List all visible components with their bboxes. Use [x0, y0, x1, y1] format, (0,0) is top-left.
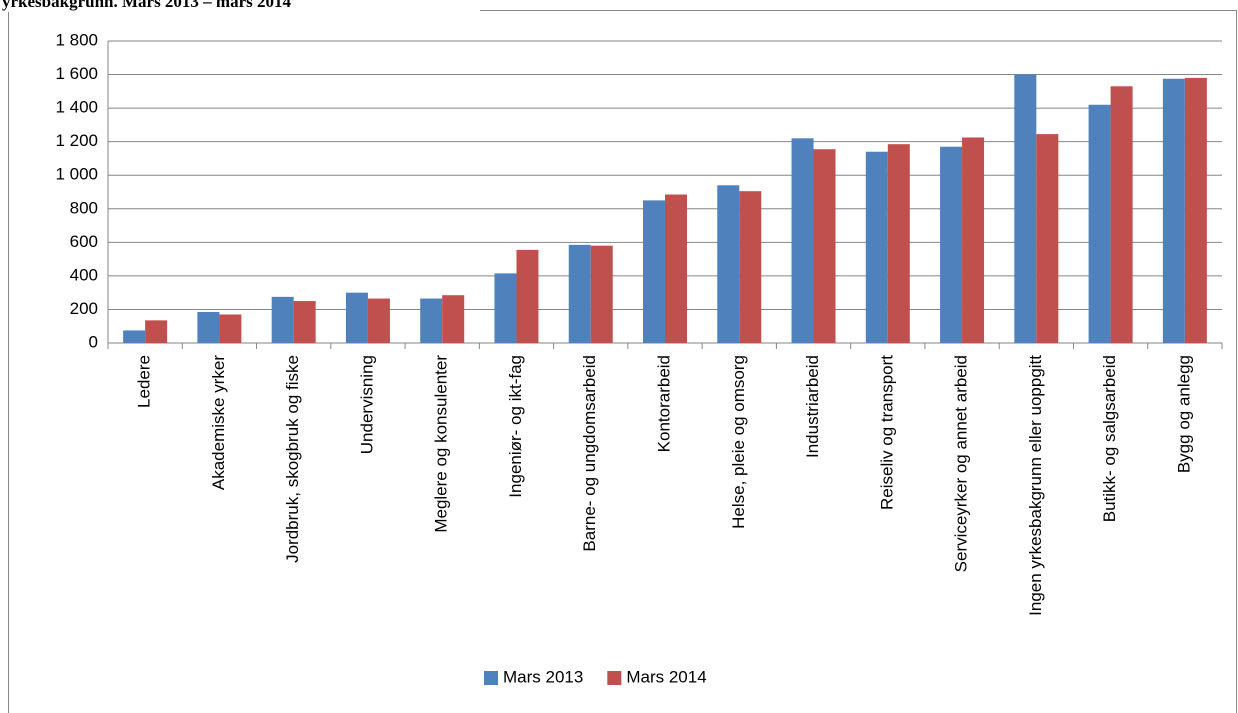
- bar: [791, 138, 814, 343]
- x-tick-label: Industriarbeid: [803, 355, 822, 458]
- bar: [345, 292, 368, 343]
- bar: [665, 194, 687, 343]
- y-tick-label: 200: [70, 299, 98, 318]
- bar: [367, 298, 390, 343]
- bar: [1036, 134, 1059, 343]
- y-tick-label: 1 800: [55, 30, 98, 49]
- bar: [887, 144, 910, 343]
- bar: [1110, 86, 1133, 344]
- x-tick-label: Undervisning: [357, 355, 376, 454]
- chart-frame: [8, 10, 1237, 713]
- bar: [568, 244, 591, 343]
- bar: [123, 330, 146, 343]
- bar: [1014, 74, 1037, 344]
- x-tick-label: Bygg og anlegg: [1174, 355, 1193, 473]
- bar: [1184, 77, 1207, 344]
- y-tick-label: 0: [89, 332, 98, 351]
- x-tick-label: Reiseliv og transport: [877, 355, 896, 510]
- legend-swatch: [484, 671, 498, 685]
- bar: [420, 298, 443, 343]
- legend-swatch: [607, 671, 622, 685]
- bar: [865, 151, 888, 343]
- x-tick-label: Meglere og konsulenter: [432, 355, 451, 533]
- x-tick-label: Helse, pleie og omsorg: [729, 355, 748, 529]
- bar: [219, 314, 242, 343]
- y-tick-label: 400: [70, 265, 98, 284]
- chart-title: yrkesbakgrunn. Mars 2013 – mars 2014: [2, 0, 292, 11]
- y-tick-label: 1 200: [55, 131, 98, 150]
- x-tick-label: Serviceyrker og annet arbeid: [952, 355, 971, 572]
- bar: [494, 273, 517, 343]
- x-tick-label: Kontorarbeid: [654, 355, 673, 452]
- bar: [271, 296, 294, 343]
- legend-label: Mars 2013: [503, 667, 583, 686]
- bar: [1088, 104, 1111, 343]
- x-tick-label: Barne- og ungdomsarbeid: [580, 355, 599, 552]
- y-tick-label: 800: [70, 198, 98, 217]
- y-tick-label: 1 600: [55, 64, 98, 83]
- bar: [1162, 78, 1185, 343]
- y-tick-label: 600: [70, 232, 98, 251]
- bar: [739, 191, 762, 343]
- bar: [962, 137, 985, 343]
- bar: [590, 245, 613, 343]
- bar: [717, 185, 740, 343]
- bar: [940, 146, 963, 343]
- legend-label: Mars 2014: [626, 667, 706, 686]
- bar: [293, 301, 316, 343]
- bar: [442, 295, 465, 343]
- bar: [643, 200, 665, 343]
- bar: [813, 149, 836, 343]
- x-tick-label: Butikk- og salgsarbeid: [1100, 355, 1119, 522]
- bar: [197, 311, 220, 343]
- bar: [516, 249, 539, 343]
- x-tick-label: Ingen yrkesbakgrunn eller uoppgitt: [1026, 355, 1045, 616]
- x-tick-label: Ledere: [135, 355, 154, 408]
- y-tick-label: 1 400: [55, 98, 98, 117]
- x-tick-label: Jordbruk, skogbruk og fiske: [283, 355, 302, 563]
- y-tick-label: 1 000: [55, 165, 98, 184]
- bar: [145, 320, 168, 343]
- x-tick-label: Ingeniør- og ikt-fag: [506, 355, 525, 498]
- x-tick-label: Akademiske yrker: [209, 355, 228, 490]
- title-background: [0, 0, 480, 12]
